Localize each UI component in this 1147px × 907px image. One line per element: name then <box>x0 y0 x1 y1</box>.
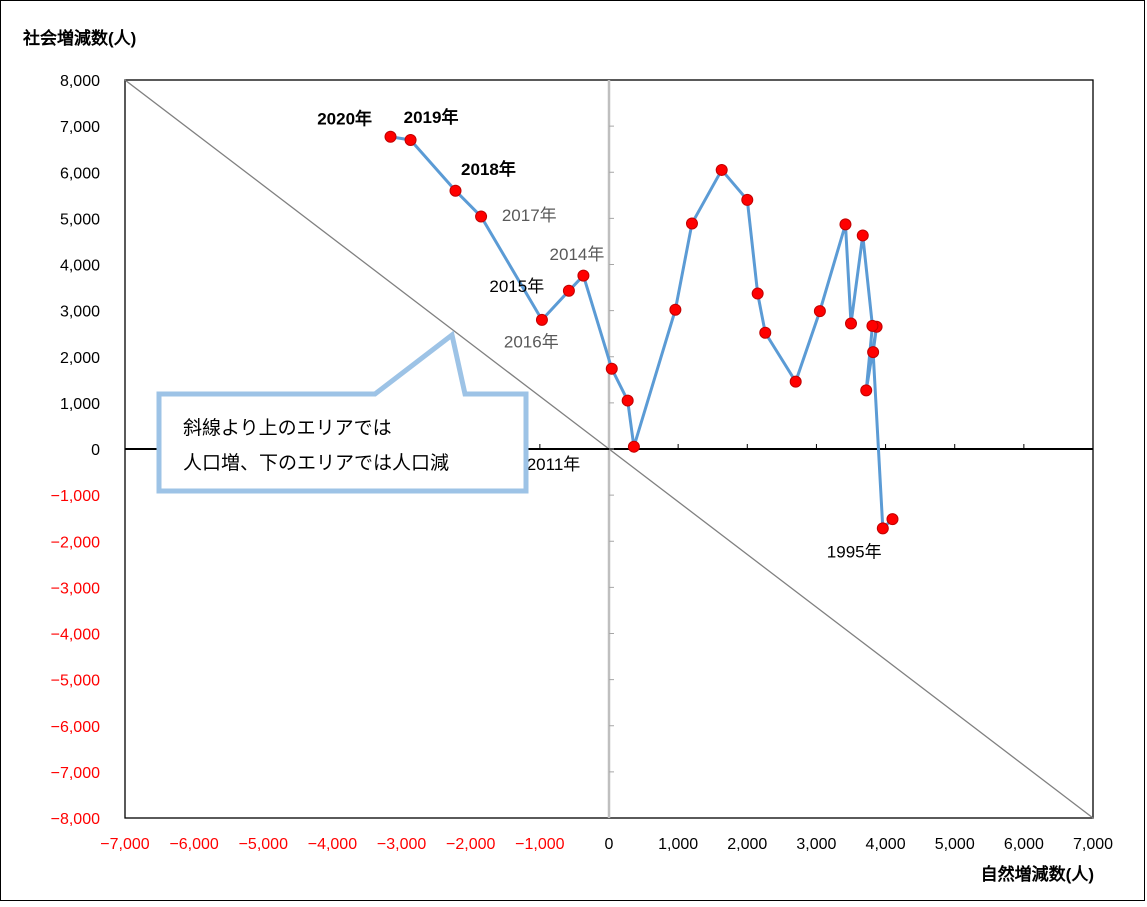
data-point <box>577 269 590 282</box>
x-tick-label: 1,000 <box>658 836 698 853</box>
data-point <box>384 130 397 143</box>
year-annotation: 2011年 <box>527 455 581 474</box>
data-point <box>813 305 826 318</box>
y-tick-label: −3,000 <box>51 580 100 597</box>
data-point <box>867 346 880 359</box>
y-tick-label: −7,000 <box>51 765 100 782</box>
year-annotation: 2017年 <box>502 206 557 225</box>
x-tick-label: −3,000 <box>377 836 426 853</box>
y-tick-label: 0 <box>91 442 100 459</box>
data-point <box>751 287 764 300</box>
data-point <box>449 184 462 197</box>
year-annotation: 2014年 <box>550 245 605 264</box>
callout-line-2: 人口増、下のエリアでは人口減 <box>183 452 449 474</box>
x-tick-label: 2,000 <box>727 836 767 853</box>
data-point <box>562 284 575 297</box>
x-axis-title: 自然増減数(人) <box>981 864 1094 884</box>
data-point <box>759 326 772 339</box>
x-tick-label: −6,000 <box>169 836 218 853</box>
y-tick-label: 1,000 <box>60 396 100 413</box>
year-annotation: 2020年 <box>317 109 372 129</box>
data-point <box>866 319 879 332</box>
data-point <box>839 218 852 231</box>
y-tick-label: 2,000 <box>60 350 100 367</box>
y-tick-label: −6,000 <box>51 719 100 736</box>
x-tick-label: −5,000 <box>239 836 288 853</box>
axes-layer: 8,000 7,000 6,000 5,000 4,000 3,000 2,000 1,000… <box>51 73 1114 853</box>
callout-line-1: 斜線より上のエリアでは <box>183 417 392 439</box>
data-point <box>669 303 682 316</box>
data-point <box>627 440 640 453</box>
data-point <box>886 513 899 526</box>
x-tick-label: −7,000 <box>100 836 149 853</box>
x-tick-label: 7,000 <box>1073 836 1113 853</box>
data-point <box>535 313 548 326</box>
y-tick-label: 8,000 <box>60 73 100 90</box>
year-annotation: 2019年 <box>404 107 459 127</box>
callout-box: 斜線より上のエリアでは 人口増、下のエリアでは人口減 <box>156 330 529 494</box>
callout-shape <box>156 330 529 494</box>
data-point <box>605 362 618 375</box>
data-point <box>621 394 634 407</box>
y-tick-label: −4,000 <box>51 627 100 644</box>
data-point <box>475 210 488 223</box>
year-annotation: 1995年 <box>827 542 882 561</box>
data-point <box>404 133 417 146</box>
y-tick-label: 4,000 <box>60 258 100 275</box>
y-tick-label: 5,000 <box>60 211 100 228</box>
x-tick-label: 3,000 <box>796 836 836 853</box>
x-tick-label: 0 <box>605 836 614 853</box>
y-tick-label: −2,000 <box>51 534 100 551</box>
y-tick-label: 3,000 <box>60 304 100 321</box>
data-point <box>789 375 802 388</box>
y-tick-label: −8,000 <box>51 811 100 828</box>
data-point <box>741 193 754 206</box>
data-point <box>856 229 869 242</box>
data-point <box>876 522 889 535</box>
data-point <box>845 317 857 330</box>
x-tick-label: 4,000 <box>866 836 906 853</box>
series-layer <box>384 130 899 535</box>
data-point <box>685 217 698 230</box>
x-tick-label: −2,000 <box>446 836 495 853</box>
x-tick-label: −1,000 <box>515 836 564 853</box>
y-axis-title: 社会増減数(人) <box>22 28 136 48</box>
y-tick-label: −1,000 <box>51 488 100 505</box>
data-point <box>715 163 728 176</box>
year-annotation: 2018年 <box>461 159 516 179</box>
x-tick-label: −4,000 <box>308 836 357 853</box>
y-tick-label: −5,000 <box>51 673 100 690</box>
y-tick-label: 7,000 <box>60 119 100 136</box>
y-tick-label: 6,000 <box>60 165 100 182</box>
x-tick-label: 6,000 <box>1004 836 1044 853</box>
year-annotation: 2015年 <box>489 277 544 296</box>
x-tick-label: 5,000 <box>935 836 975 853</box>
year-annotation: 2016年 <box>504 333 559 352</box>
data-point <box>860 384 873 397</box>
annotation-layer: 1995年 2011年 2014年 2015年 2016年 2017年 2018年 2019年… <box>317 107 881 561</box>
